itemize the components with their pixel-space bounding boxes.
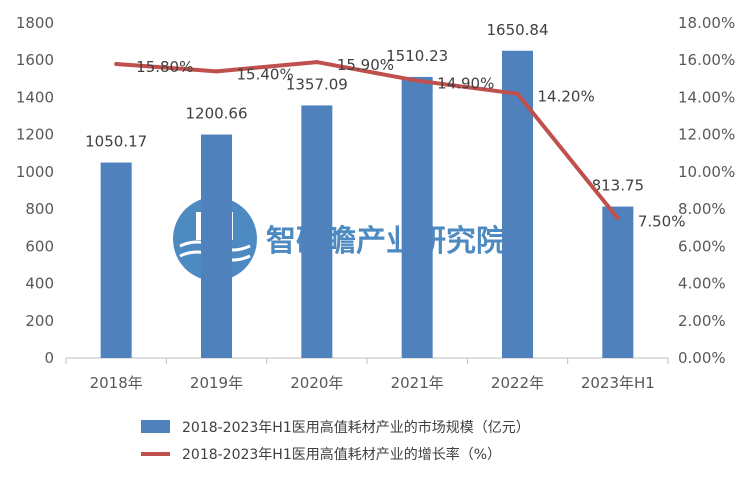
line-series: 15.80% 15.40% 15.90% 14.90% 14.20% 7.50% [114, 56, 685, 230]
bar [301, 105, 333, 358]
right-tick-label: 2.00% [678, 312, 726, 330]
left-tick-label: 800 [25, 200, 54, 218]
x-tick-label: 2019年 [190, 374, 243, 392]
bar [100, 162, 132, 358]
bar [401, 76, 433, 358]
right-axis: 0.00% 2.00% 4.00% 6.00% 8.00% 10.00% 12.00% 14.… [678, 14, 735, 367]
right-tick-label: 12.00% [678, 126, 735, 144]
right-tick-label: 8.00% [678, 200, 726, 218]
growth-data-label: 14.90% [437, 75, 494, 93]
bar [502, 50, 533, 358]
watermark-logo-bar [196, 212, 201, 240]
left-tick-label: 1000 [16, 163, 54, 181]
x-tick-label: 2018年 [90, 374, 143, 392]
growth-point [615, 216, 620, 221]
bar-data-label: 1200.66 [185, 105, 247, 123]
bar-data-label: 1050.17 [85, 133, 147, 151]
growth-data-label: 15.90% [337, 56, 394, 74]
left-axis: 0 200 400 600 800 1000 1200 1400 1600 1800 [16, 14, 54, 367]
growth-data-label: 15.40% [237, 65, 294, 83]
right-tick-label: 10.00% [678, 163, 735, 181]
left-tick-label: 400 [25, 275, 54, 293]
x-tick-label: 2021年 [391, 374, 444, 392]
growth-line [116, 60, 620, 220]
bar-series: 1050.17 1200.66 1357.09 1510.23 1650.84 813.7… [85, 21, 644, 358]
left-tick-label: 1600 [16, 51, 54, 69]
bar [602, 206, 634, 358]
source-credit: 搜狐号@智研瞻产业研究院 [585, 466, 742, 481]
legend-line-label: 2018-2023年H1医用高值耗材产业的增长率（%） [182, 446, 501, 463]
left-tick-label: 0 [44, 349, 54, 367]
bar-data-label: 1510.23 [386, 47, 448, 65]
legend-bar-swatch [141, 420, 170, 433]
right-tick-label: 16.00% [678, 51, 735, 69]
bar [201, 134, 232, 358]
x-axis: 2018年 2019年 2020年 2021年 2022年 2023年H1 [65, 357, 669, 392]
bar-data-label: 813.75 [592, 177, 645, 195]
growth-point [214, 69, 219, 74]
growth-data-label: 14.20% [538, 88, 595, 106]
legend: 2018-2023年H1医用高值耗材产业的市场规模（亿元） 2018-2023年H… [141, 419, 530, 463]
left-tick-label: 1800 [16, 14, 54, 32]
legend-bar-label: 2018-2023年H1医用高值耗材产业的市场规模（亿元） [182, 419, 530, 436]
growth-point [515, 91, 520, 96]
left-tick-label: 600 [25, 237, 54, 255]
left-tick-label: 1400 [16, 88, 54, 106]
growth-data-label: 7.50% [638, 212, 686, 230]
growth-point [314, 60, 319, 65]
right-tick-label: 18.00% [678, 14, 735, 32]
bar-data-label: 1357.09 [286, 75, 348, 93]
left-tick-label: 200 [25, 312, 54, 330]
right-tick-label: 6.00% [678, 237, 726, 255]
right-tick-label: 0.00% [678, 349, 726, 367]
bar-data-label: 1650.84 [486, 21, 548, 39]
right-tick-label: 14.00% [678, 88, 735, 106]
growth-point [114, 61, 119, 66]
right-tick-label: 4.00% [678, 275, 726, 293]
growth-data-label: 15.80% [136, 58, 193, 76]
left-tick-label: 1200 [16, 126, 54, 144]
x-tick-label: 2020年 [290, 374, 343, 392]
growth-point [415, 78, 420, 83]
x-tick-label: 2022年 [491, 374, 544, 392]
x-tick-label: 2023年H1 [581, 374, 655, 392]
